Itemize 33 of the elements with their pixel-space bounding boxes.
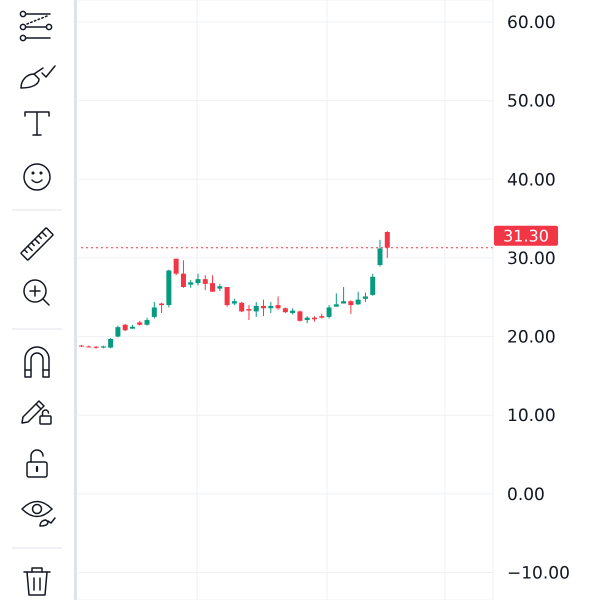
candlestick — [341, 286, 346, 304]
candlestick — [239, 301, 244, 313]
candlestick — [370, 273, 376, 296]
candlestick — [246, 304, 252, 321]
candlestick — [210, 274, 216, 292]
candlestick — [268, 301, 274, 314]
candlestick — [378, 239, 383, 268]
y-tick-label: 30.00 — [507, 248, 556, 269]
y-tick-label: 60.00 — [507, 13, 556, 34]
y-tick-label: 40.00 — [507, 170, 556, 190]
candlestick — [254, 301, 259, 318]
y-tick-label: 20.00 — [507, 328, 556, 348]
candlestick — [195, 273, 200, 286]
y-tick-label: 0.00 — [507, 484, 545, 505]
y-tick-label: 10.00 — [507, 406, 556, 426]
y-tick-label: 50.00 — [507, 92, 556, 112]
candlestick — [202, 274, 208, 291]
candlestick — [152, 301, 157, 319]
candlestick — [115, 325, 120, 338]
candlestick — [297, 310, 302, 322]
y-tick-label: −10.00 — [507, 563, 570, 584]
ref-line-label: 31.30 — [503, 226, 549, 246]
candlestick — [224, 286, 230, 308]
candlestick — [174, 258, 179, 276]
candlestick — [180, 260, 186, 288]
candlestick — [356, 291, 361, 306]
candlestick — [276, 296, 281, 310]
candlestick — [108, 338, 114, 349]
candlestick — [348, 300, 354, 314]
candlestick — [261, 299, 266, 317]
candlestick — [362, 292, 368, 302]
candlestick — [159, 302, 164, 314]
candlestick — [326, 304, 332, 319]
